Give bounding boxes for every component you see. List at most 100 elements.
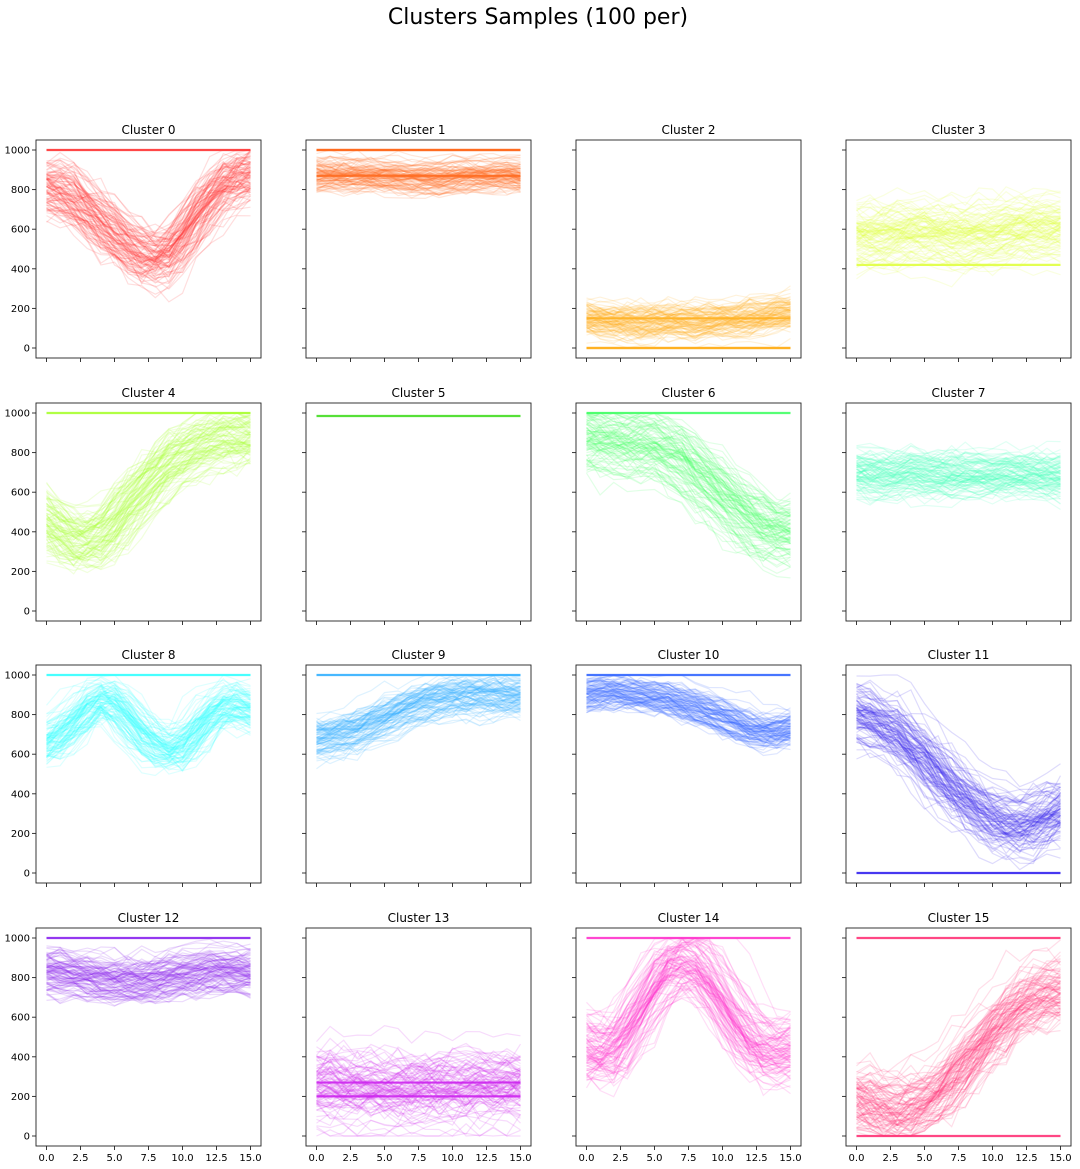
sample-line xyxy=(856,475,1061,494)
sample-line xyxy=(856,1006,1061,1135)
sample-line xyxy=(586,437,791,540)
sample-line xyxy=(46,713,251,765)
sample-line xyxy=(586,682,791,735)
sample-line xyxy=(856,468,1061,483)
sample-line xyxy=(586,297,791,316)
y-tick-label: 1000 xyxy=(5,934,30,945)
sample-line xyxy=(586,959,791,1065)
sample-line xyxy=(46,419,251,525)
sample-line xyxy=(316,177,521,191)
sample-line xyxy=(46,952,251,975)
sample-line xyxy=(316,1096,521,1120)
sample-line xyxy=(46,705,251,751)
sample-line xyxy=(856,219,1061,244)
sample-line xyxy=(316,1070,521,1098)
sample-line xyxy=(316,674,521,734)
sample-line xyxy=(586,678,791,718)
sample-line xyxy=(856,736,1061,846)
sample-line xyxy=(856,228,1061,253)
sample-line xyxy=(856,705,1061,826)
sample-line xyxy=(586,292,791,313)
sample-line xyxy=(316,685,521,734)
y-tick-label: 200 xyxy=(11,567,30,578)
sample-line xyxy=(586,425,791,516)
sample-line xyxy=(46,971,251,996)
sample-line xyxy=(46,168,251,263)
sample-line xyxy=(46,969,251,989)
sample-line xyxy=(46,166,251,269)
sample-line xyxy=(46,171,251,260)
sample-line xyxy=(856,999,1061,1132)
sample-line xyxy=(856,217,1061,245)
sample-line xyxy=(46,685,251,745)
sample-line xyxy=(856,996,1061,1130)
sample-line xyxy=(46,690,251,756)
sample-line xyxy=(316,703,521,754)
sample-line xyxy=(46,443,251,556)
sample-line xyxy=(586,701,791,747)
sample-line xyxy=(586,967,791,1063)
sample-line xyxy=(46,185,251,282)
sample-line xyxy=(586,412,791,514)
sample-line xyxy=(586,688,791,736)
sample-line xyxy=(856,451,1061,468)
sample-line xyxy=(586,691,791,739)
sample-line xyxy=(46,412,251,523)
sample-line xyxy=(856,721,1062,849)
sample-line xyxy=(586,968,791,1070)
sample-line xyxy=(586,421,791,521)
sample-line xyxy=(316,709,521,765)
sample-line xyxy=(856,483,1061,502)
sample-line xyxy=(46,687,251,738)
series-group xyxy=(45,148,251,303)
sample-line xyxy=(316,1062,521,1085)
sample-line xyxy=(856,450,1061,475)
sample-line xyxy=(856,711,1062,827)
sample-line xyxy=(856,217,1061,239)
sample-line xyxy=(316,1055,521,1086)
sample-line xyxy=(46,958,251,983)
sample-line xyxy=(46,948,251,971)
sample-line xyxy=(586,306,791,324)
sample-line xyxy=(586,681,791,728)
sample-line xyxy=(856,228,1061,252)
sample-line xyxy=(586,961,791,1060)
sample-line xyxy=(856,700,1061,828)
sample-line xyxy=(856,718,1061,836)
sample-line xyxy=(46,421,251,532)
sample-line xyxy=(586,447,791,546)
sample-line xyxy=(586,298,791,316)
sample-line xyxy=(586,437,791,535)
sample-line xyxy=(586,694,791,746)
sample-line xyxy=(316,1064,521,1090)
sample-line xyxy=(856,247,1061,271)
sample-line xyxy=(856,464,1061,482)
sample-line xyxy=(586,298,791,317)
sample-line xyxy=(316,702,521,748)
sample-line xyxy=(856,1010,1061,1137)
sample-line xyxy=(586,426,791,530)
sample-line xyxy=(586,948,791,1048)
sample-line xyxy=(46,195,251,288)
sample-line xyxy=(46,168,251,252)
sample-line xyxy=(586,705,791,754)
sample-line xyxy=(586,417,791,518)
sample-line xyxy=(856,717,1061,839)
sample-line xyxy=(856,963,1061,1088)
sample-line xyxy=(586,448,791,544)
sample-line xyxy=(316,1086,521,1112)
subplot-cluster-7: Cluster 7 xyxy=(842,386,1072,625)
subplot-cluster-5: Cluster 5 xyxy=(302,386,532,625)
sample-line xyxy=(856,711,1061,828)
sample-line xyxy=(586,976,791,1066)
sample-line xyxy=(586,422,791,524)
sample-line xyxy=(586,444,791,542)
sample-line xyxy=(46,951,251,971)
sample-line xyxy=(586,969,791,1065)
sample-line xyxy=(586,970,791,1070)
sample-line xyxy=(586,937,791,1037)
sample-line xyxy=(316,187,521,200)
sample-line xyxy=(316,1083,521,1104)
sample-line xyxy=(46,447,251,561)
sample-line xyxy=(46,150,251,250)
